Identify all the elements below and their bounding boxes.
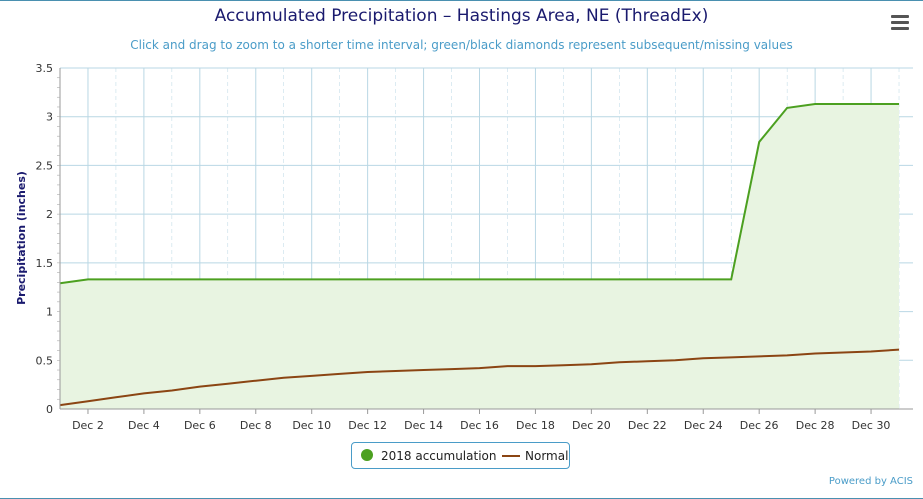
chart-subtitle: Click and drag to zoom to a shorter time… — [130, 38, 793, 52]
hamburger-menu-icon[interactable] — [891, 15, 909, 31]
menu-bar — [891, 15, 909, 18]
chart-title: Accumulated Precipitation – Hastings Are… — [214, 6, 709, 26]
legend-item-normal[interactable]: Normal — [525, 449, 569, 463]
legend: 2018 accumulation Normal — [351, 442, 570, 469]
legend-item-accumulation[interactable]: 2018 accumulation — [381, 449, 497, 463]
menu-bar — [891, 21, 909, 24]
legend-line-icon — [502, 455, 520, 457]
credits-link[interactable]: Powered by ACIS — [828, 476, 913, 487]
menu-bar — [891, 27, 909, 30]
legend-circle-icon — [361, 449, 373, 461]
